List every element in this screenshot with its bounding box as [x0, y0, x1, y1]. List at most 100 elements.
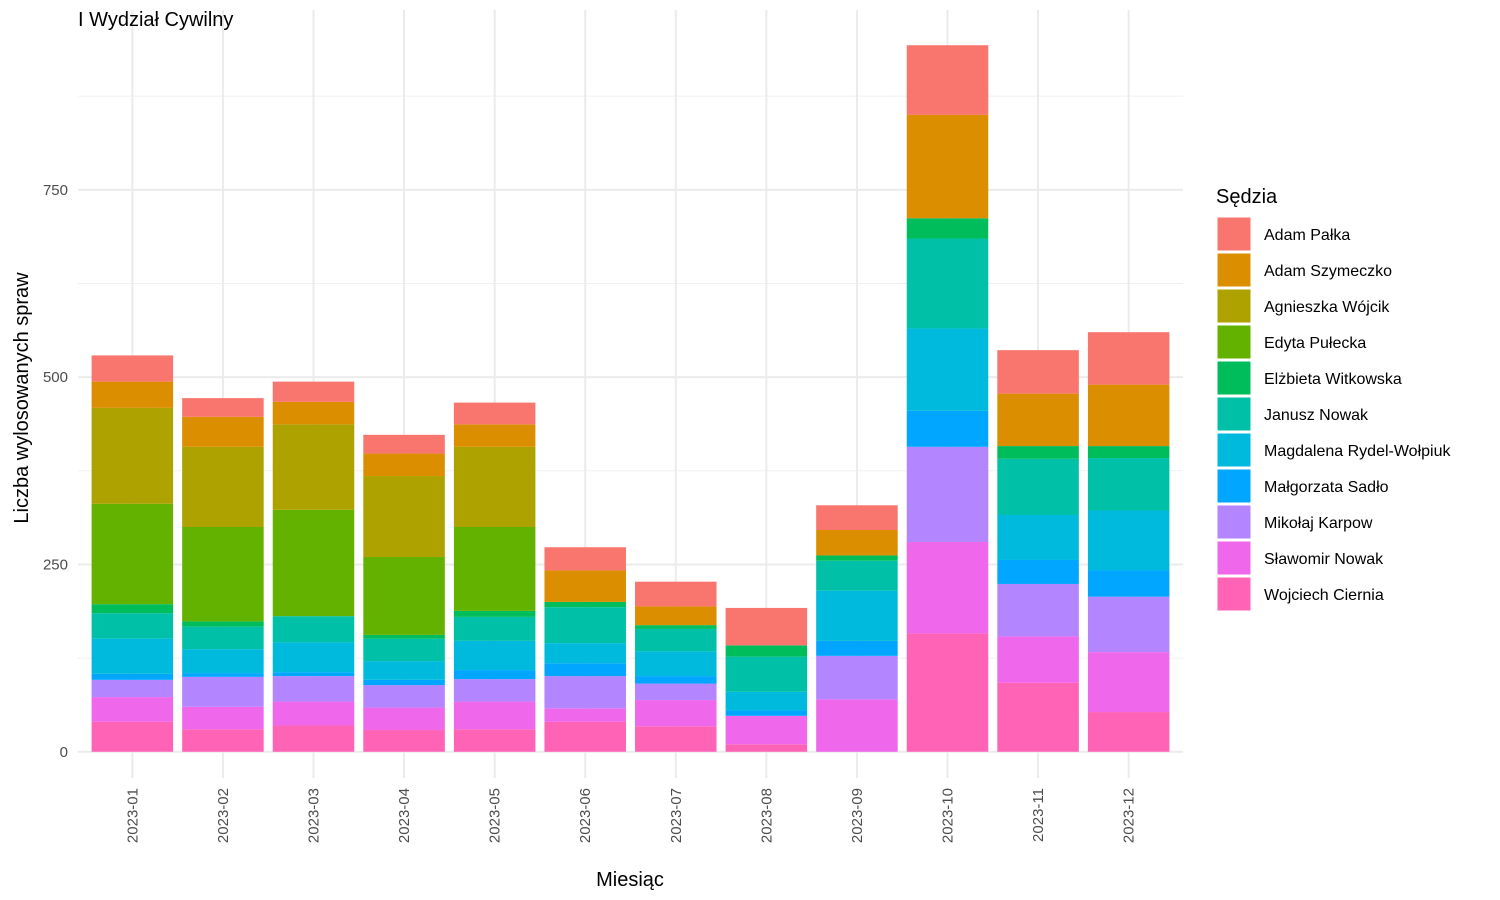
y-tick-label: 250: [43, 556, 68, 573]
bar-segment: [182, 416, 264, 447]
bar-segment: [453, 701, 536, 730]
y-tick-label: 750: [43, 182, 68, 199]
bar-segment: [453, 424, 536, 447]
bar-segment: [363, 434, 445, 454]
bar-segment: [725, 710, 808, 716]
legend-label: Sławomir Nowak: [1264, 551, 1384, 568]
bar-segment: [91, 407, 174, 504]
bar-segment: [453, 679, 536, 702]
bar-segment: [272, 424, 355, 510]
x-tick-label: 2023-07: [668, 788, 685, 843]
legend-swatch: [1216, 504, 1252, 540]
x-tick-label: 2023-08: [758, 788, 775, 843]
bar-segment: [544, 607, 626, 644]
bar-segment: [272, 701, 355, 726]
bar-segment: [272, 725, 355, 752]
bar-segment: [906, 328, 989, 411]
bar-segment: [363, 453, 445, 477]
bar-segment: [91, 679, 174, 698]
bar-segment: [182, 673, 264, 677]
bar-segment: [816, 699, 898, 752]
x-tick-label: 2023-06: [577, 788, 594, 843]
bar-segment: [725, 607, 808, 646]
bar-segment: [91, 355, 174, 382]
x-tick-label: 2023-11: [1030, 788, 1047, 842]
bar-segment: [453, 402, 536, 425]
bar-segment: [453, 526, 536, 611]
bar-segment: [635, 628, 717, 652]
legend-title: Sędzia: [1216, 186, 1278, 208]
y-tick-label: 500: [43, 369, 68, 386]
bar-segment: [91, 638, 174, 674]
bar-segment: [363, 707, 445, 731]
bar-segment: [635, 726, 717, 752]
bar-segment: [363, 679, 445, 686]
bar-segment: [453, 610, 536, 617]
chart-title: I Wydział Cywilny: [78, 9, 233, 31]
bar-segment: [544, 721, 626, 752]
bar-segment: [544, 570, 626, 602]
bar-segment: [1087, 712, 1170, 752]
x-tick-label: 2023-01: [124, 788, 141, 843]
legend-swatch: [1216, 432, 1252, 468]
bar-segment: [182, 398, 264, 417]
bar-segment: [906, 446, 989, 542]
bar-segment: [997, 393, 1079, 447]
bar-segment: [544, 663, 626, 677]
bar-segment: [363, 638, 445, 662]
bar-segment: [906, 633, 989, 752]
bar-segment: [272, 676, 355, 702]
bar-segment: [363, 685, 445, 708]
bar-segment: [544, 708, 626, 722]
bar-segment: [91, 613, 174, 639]
bar-segment: [453, 616, 536, 641]
bar-segment: [182, 676, 264, 707]
bar-segment: [182, 626, 264, 650]
bar-segment: [725, 656, 808, 692]
bar-segment: [635, 651, 717, 677]
bar-segment: [91, 673, 174, 680]
legend-label: Adam Pałka: [1264, 227, 1350, 244]
legend-swatch: [1216, 468, 1252, 504]
legend-swatch: [1216, 540, 1252, 576]
x-tick-label: 2023-04: [396, 788, 413, 843]
y-axis-title: Liczba wylosowanych spraw: [11, 272, 33, 524]
bar-segment: [363, 634, 445, 639]
x-tick-label: 2023-03: [305, 788, 322, 843]
bar-segment: [272, 381, 355, 402]
bar-segment: [453, 670, 536, 680]
bar-segment: [997, 636, 1079, 683]
bar-segment: [906, 45, 989, 115]
bar-segment: [635, 625, 717, 629]
bar-segment: [816, 590, 898, 641]
bar-segment: [906, 218, 989, 239]
bar-segment: [182, 729, 264, 752]
x-tick-label: 2023-02: [215, 788, 232, 843]
bar-segment: [1087, 384, 1170, 447]
legend-swatch: [1216, 252, 1252, 288]
legend-label: Elżbieta Witkowska: [1264, 371, 1402, 388]
bar-segment: [906, 114, 989, 219]
bar-segment: [635, 683, 717, 701]
bar-segment: [272, 642, 355, 673]
x-tick-label: 2023-10: [940, 788, 957, 843]
bar-segment: [363, 476, 445, 557]
legend-swatch: [1216, 576, 1252, 612]
bar-segment: [997, 446, 1079, 459]
bar-segment: [1087, 570, 1170, 597]
bar-segment: [816, 555, 898, 561]
bar-segment: [182, 446, 264, 527]
bar-segment: [816, 655, 898, 700]
bar-segment: [182, 526, 264, 622]
legend-swatch: [1216, 396, 1252, 432]
bar-segment: [363, 730, 445, 752]
legend-label: Magdalena Rydel-Wołpiuk: [1264, 443, 1451, 460]
bar-segment: [91, 503, 174, 605]
bar-segment: [635, 581, 717, 607]
bar-segment: [272, 401, 355, 425]
bar-segment: [1087, 332, 1170, 385]
bar-segment: [997, 350, 1079, 394]
legend-swatch: [1216, 288, 1252, 324]
x-tick-label: 2023-12: [1121, 788, 1138, 843]
